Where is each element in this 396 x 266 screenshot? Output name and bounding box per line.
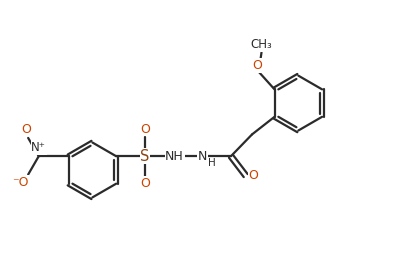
Text: N: N [198,150,208,163]
Text: NH: NH [165,150,184,163]
Text: O: O [252,59,262,72]
Text: CH₃: CH₃ [251,38,272,51]
Text: O: O [140,123,150,136]
Text: H: H [208,158,215,168]
Text: ⁻O: ⁻O [12,176,29,189]
Text: O: O [21,123,31,136]
Text: O: O [249,169,258,182]
Text: S: S [140,149,150,164]
Text: O: O [140,177,150,190]
Text: N⁺: N⁺ [31,141,46,154]
